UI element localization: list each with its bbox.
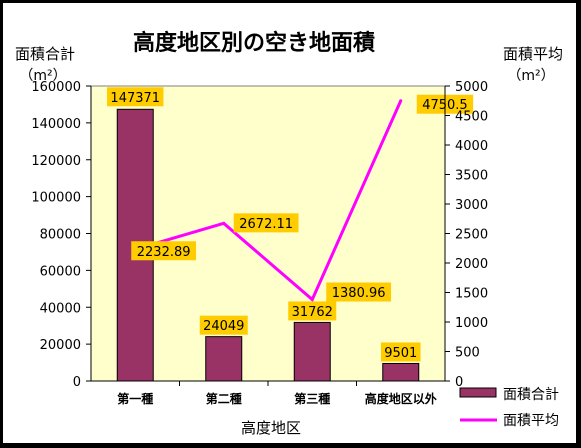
data-label: 24049 xyxy=(203,319,244,334)
right-tick-label: 3000 xyxy=(455,198,488,213)
x-axis-ticks: 第一種 第二種 第三種 高度地区以外 xyxy=(117,381,437,406)
right-axis-title: 面積平均 xyxy=(503,45,563,63)
data-label-box xyxy=(107,87,164,107)
left-tick-label: 0 xyxy=(73,375,81,390)
right-tick-label: 1000 xyxy=(455,316,488,331)
left-tick-label: 80000 xyxy=(40,228,81,243)
line-point xyxy=(222,221,226,225)
right-tick-label: 5000 xyxy=(455,80,488,95)
x-tick-label: 第一種 xyxy=(117,391,153,406)
left-tick-label: 100000 xyxy=(31,191,81,206)
x-tick-label: 第三種 xyxy=(294,391,330,406)
right-tick-label: 1500 xyxy=(455,287,488,302)
right-axis-ticks: 0 500 1000 1500 2000 2500 3000 3500 4000 4500 5000 xyxy=(445,80,488,390)
right-tick-label: 4500 xyxy=(455,110,488,125)
data-label-box xyxy=(199,315,248,335)
legend-bar-swatch xyxy=(459,387,497,398)
right-tick-label: 3500 xyxy=(455,169,488,184)
left-axis-unit: （m²） xyxy=(19,68,66,84)
data-label-box xyxy=(380,342,421,362)
chart: 高度地区別の空き地面積 面積合計 （m²） 面積平均 （m²） 147371 24… xyxy=(15,30,563,437)
bar xyxy=(293,321,331,382)
legend-line-label: 面積平均 xyxy=(503,413,559,429)
data-label-box xyxy=(131,241,197,261)
right-tick-label: 2000 xyxy=(455,257,488,272)
data-label: 1380.96 xyxy=(332,286,386,301)
line-point xyxy=(399,99,403,103)
left-tick-label: 20000 xyxy=(40,338,81,353)
x-tick-label: 高度地区以外 xyxy=(365,391,437,406)
series-line xyxy=(134,100,403,302)
right-tick-label: 500 xyxy=(455,346,480,361)
left-axis-ticks: 0 20000 40000 60000 80000 100000 120000 140000 1… xyxy=(31,80,91,390)
x-tick-label: 第二種 xyxy=(206,391,242,406)
left-axis-title: 面積合計 xyxy=(15,45,75,63)
chart-frame: 高度地区別の空き地面積 面積合計 （m²） 面積平均 （m²） 147371 24… xyxy=(2,2,577,444)
left-tick-label: 60000 xyxy=(40,264,81,279)
right-axis-unit: （m²） xyxy=(507,68,554,84)
data-label-box xyxy=(288,301,337,321)
legend: 面積合計 面積平均 xyxy=(459,387,559,429)
bar xyxy=(382,362,420,382)
left-tick-label: 160000 xyxy=(31,80,81,95)
line-point xyxy=(310,298,314,302)
right-tick-label: 4000 xyxy=(455,139,488,154)
data-label: 31762 xyxy=(292,305,333,320)
data-label: 2672.11 xyxy=(239,217,293,232)
right-tick-label: 2500 xyxy=(455,228,488,243)
left-tick-label: 40000 xyxy=(40,301,81,316)
data-label-box xyxy=(233,213,299,233)
left-tick-label: 120000 xyxy=(31,154,81,169)
data-label: 2232.89 xyxy=(137,245,191,260)
data-label: 9501 xyxy=(384,346,417,361)
chart-title: 高度地区別の空き地面積 xyxy=(133,30,376,56)
bar xyxy=(205,336,243,382)
data-label-box xyxy=(326,282,392,302)
x-axis-title: 高度地区 xyxy=(241,419,301,437)
data-labels-layer: 147371 24049 31762 9501 2232.89 2672.11 1380.9… xyxy=(107,87,474,362)
left-tick-label: 140000 xyxy=(31,117,81,132)
right-tick-label: 0 xyxy=(455,375,463,390)
legend-bar-label: 面積合計 xyxy=(503,387,559,403)
data-label: 147371 xyxy=(110,91,160,106)
